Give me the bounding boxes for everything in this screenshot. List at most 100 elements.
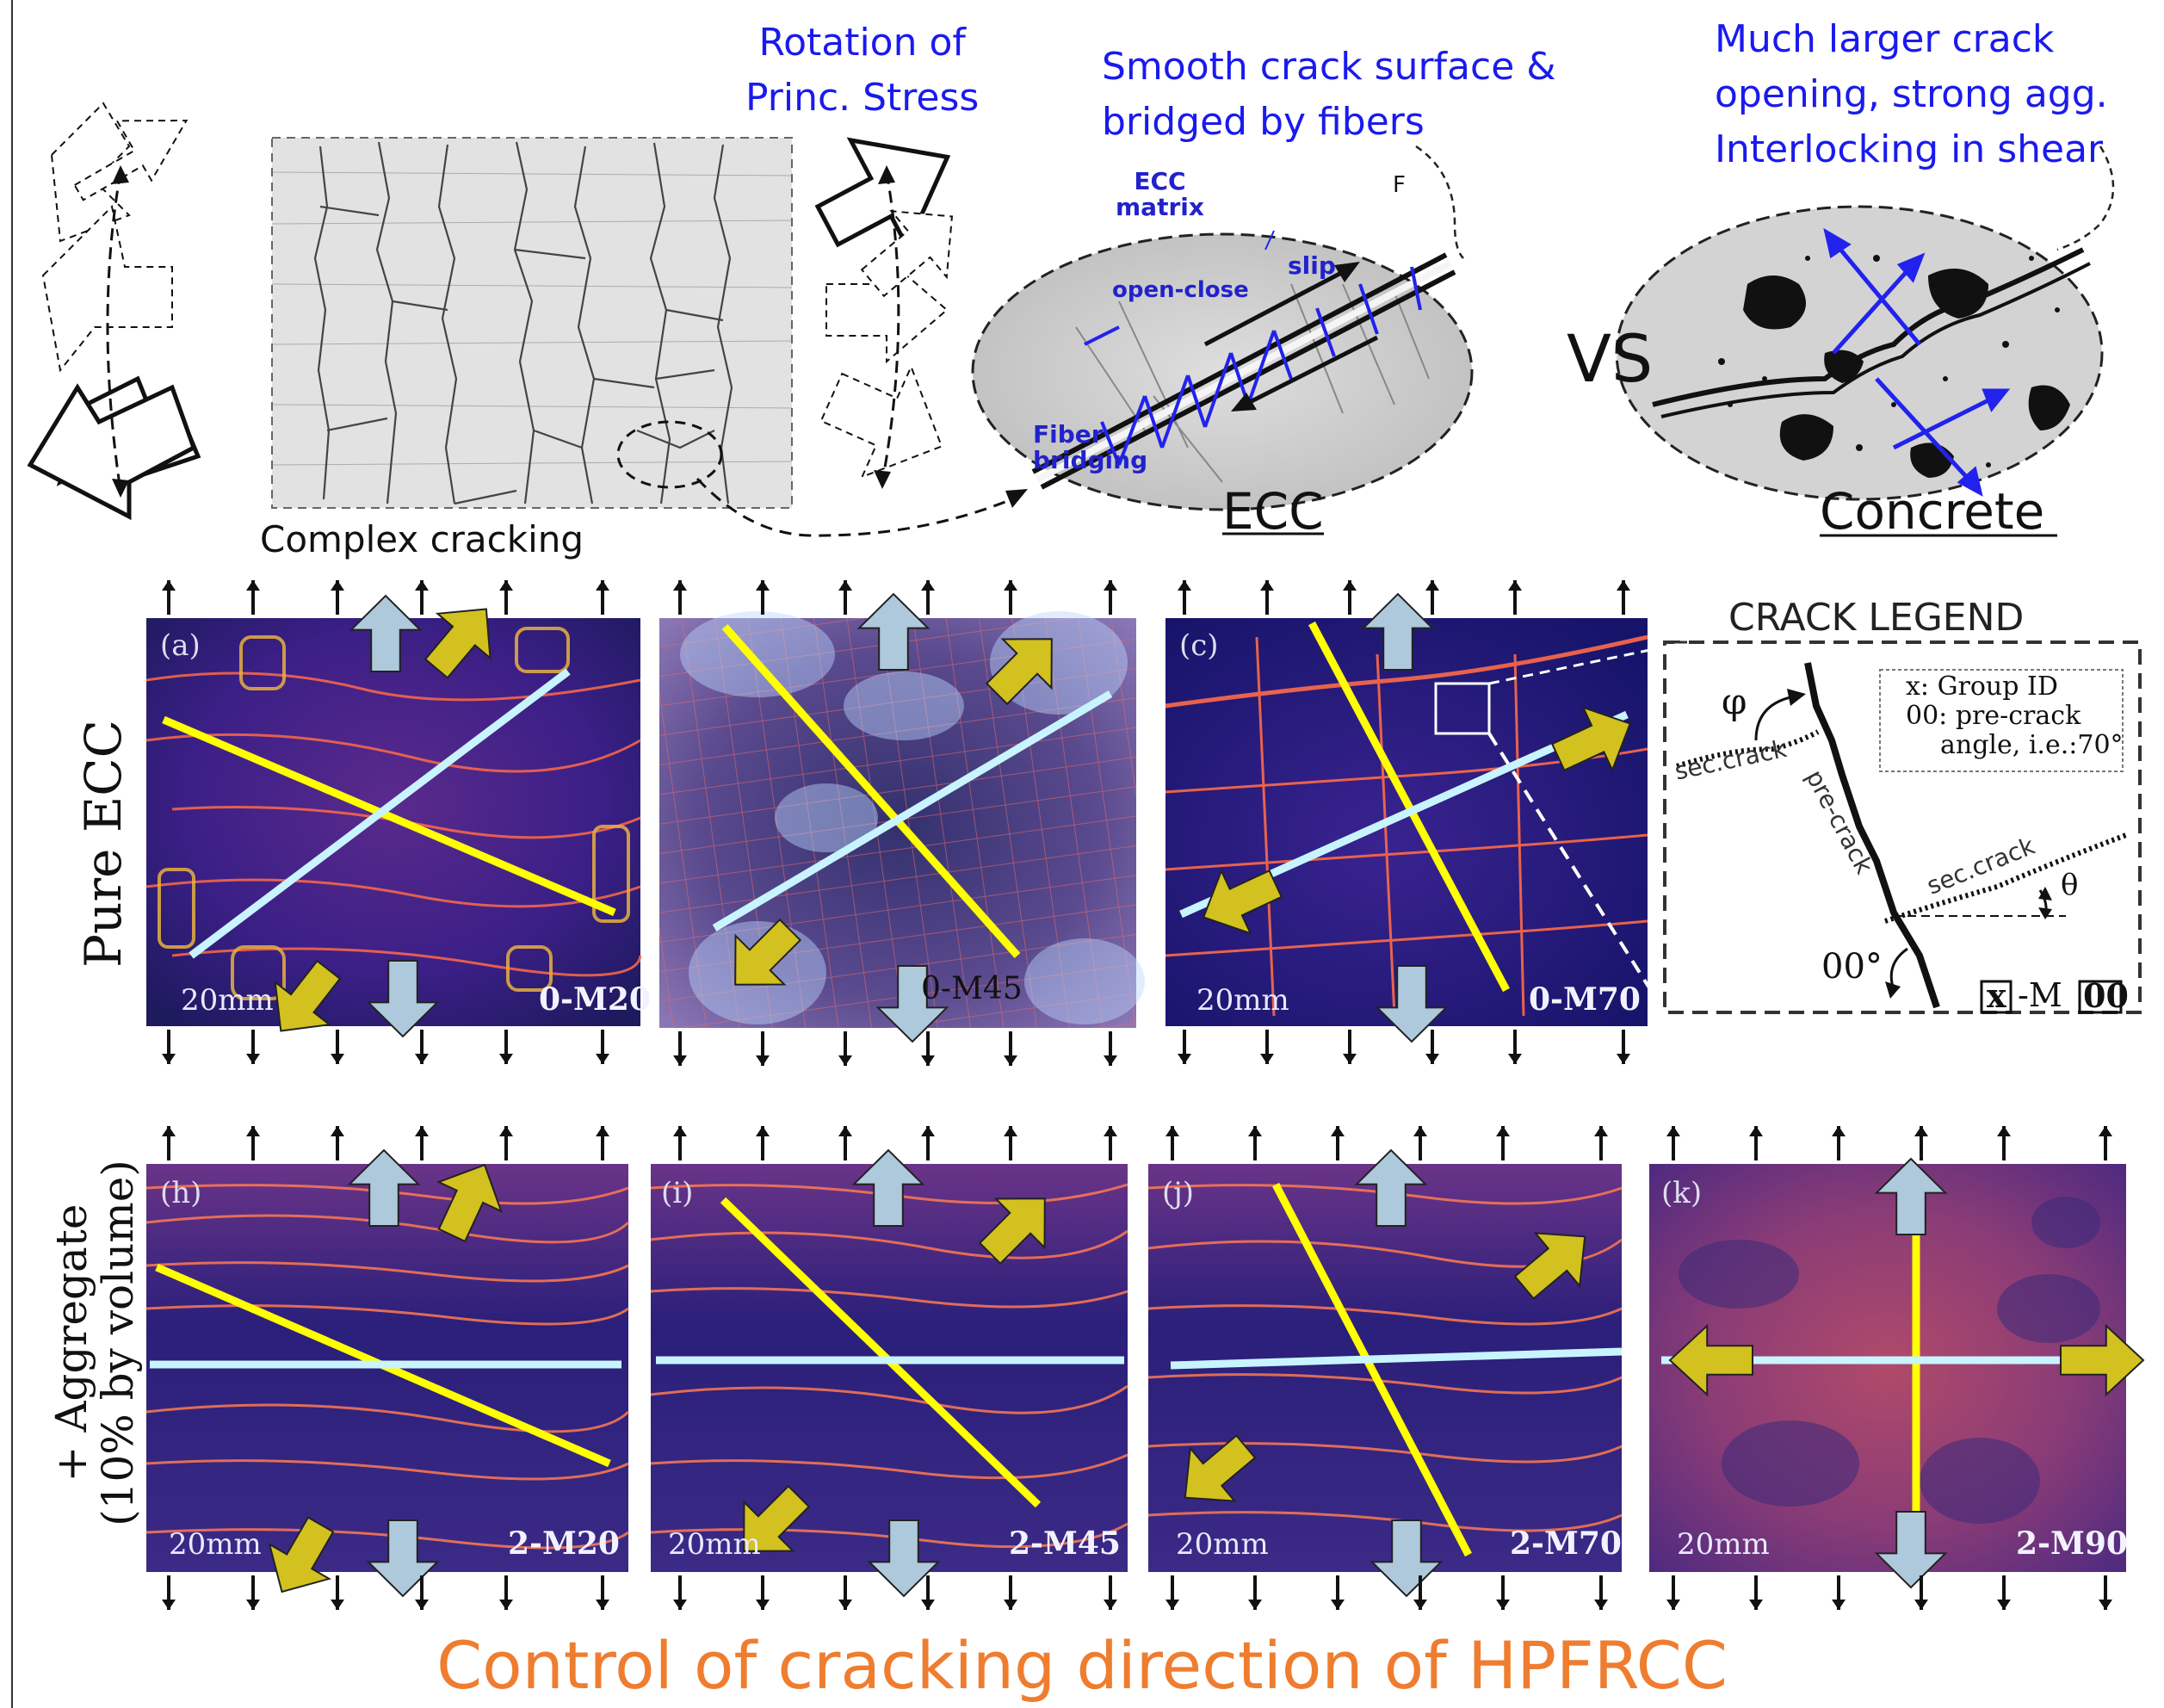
smooth-line2: bridged by fibers [1102,100,1425,144]
panel-j-scale: 20mm [1176,1527,1269,1562]
panel-a-letter: (a) [160,628,201,663]
panel-b-up-arrow-2-head [838,580,852,591]
panel-c-up-arrow-1-head [1260,580,1274,591]
panel-b-down-arrow [875,965,949,1043]
ecc-matrix-line1: ECC [1134,167,1186,195]
panel-j-down-arrow-1-head [1248,1600,1262,1610]
panel-c-down-arrow-0-head [1178,1054,1191,1064]
panel-k-up-arrow [1874,1157,1948,1235]
panel-h-down-arrow-4-head [499,1600,513,1610]
panel-h-letter: (h) [160,1176,202,1210]
legend-angle-00: 00° [1821,947,1883,987]
panel-k-up-arrow-4-head [1997,1126,2011,1136]
panel-a-down-arrow-4-head [499,1054,513,1064]
panel-i-up-arrow-4-head [1004,1126,1017,1136]
larger-line2: opening, strong agg. [1715,72,2108,116]
panel-a-up-arrow [349,594,423,672]
panel-i-up-arrow-5-head [1104,1126,1117,1136]
panel-c-scale: 20mm [1196,983,1289,1018]
panel-j-yellow-line [1272,1182,1472,1557]
panel-j-up-arrow-3-head [1413,1126,1427,1136]
panel-i-yellow-line [720,1197,1042,1508]
panel-c-letter: (c) [1179,628,1219,663]
panel-k-up-arrow-2-head [1832,1126,1846,1136]
slip-label: slip [1288,251,1336,280]
panel-h-sw-arrow [268,1516,335,1594]
legend-code-dash: -M [2018,976,2062,1014]
fiber-line2: bridging [1033,446,1148,474]
legend-group-def: x: Group ID [1906,671,2058,702]
open-close-label: open-close [1112,277,1249,303]
panel-k-tag: 2-M90 [2016,1525,2128,1562]
panel-a-down-arrow-2-head [331,1054,344,1064]
panel-a-up-arrow-0-head [162,580,176,591]
ecc-matrix-label: ECC matrix [1116,169,1204,220]
rotation-line2: Princ. Stress [745,76,980,120]
panel-c-down-arrow-1-head [1260,1054,1274,1064]
panel-j-up-arrow-2-head [1331,1126,1345,1136]
panel-h-ne-arrow [436,1163,503,1243]
footer-title: Control of cracking direction of HPFRCC [436,1627,1728,1704]
panel-a-up-arrow-3-head [415,580,429,591]
panel-a-tag: 0-M20 [539,981,651,1018]
panel-c-ne-arrow [1550,706,1632,772]
panel-i-down-arrow-2-head [838,1600,852,1610]
panel-h-down-arrow-3-head [415,1600,429,1610]
panel-c-up-arrow [1361,592,1435,671]
panel-j-down-arrow-0-head [1165,1600,1179,1610]
legend-precrack-def: 00: pre-crack [1906,701,2081,731]
rotating-stress-arrows-right [814,137,954,489]
panel-a-down-arrow-1-head [246,1054,260,1064]
panel-j-down-arrow-2-head [1331,1600,1345,1610]
panel-j-up-arrow-5-head [1594,1126,1608,1136]
legend-theta: θ [2061,868,2079,902]
overlay-layer [150,592,2145,1598]
panel-a-yellow-line [162,715,616,917]
panel-j-letter: (j) [1162,1176,1195,1210]
panel-i-sw-arrow [743,1484,811,1552]
panel-j-cyan-line [1170,1347,1623,1370]
panel-b-ne-arrow [985,638,1053,706]
panel-b-yellow-line [721,624,1021,958]
rotation-annotation: Rotation of Princ. Stress [745,15,979,126]
panel-j-2-M70 [1147,1164,1623,1572]
panel-k-down-arrow-0-head [1666,1600,1680,1610]
panel-a-down-arrow-3-head [415,1054,429,1064]
panel-j-down-arrow [1370,1519,1444,1598]
panel-i-scale: 20mm [668,1527,761,1562]
panel-j-down-arrow-5-head [1594,1600,1608,1610]
panel-b-down-arrow-4-head [1004,1055,1017,1066]
panel-i-letter: (i) [661,1176,694,1210]
panel-b-down-arrow-0-head [673,1055,687,1066]
panel-i-up-arrow [851,1148,925,1227]
panel-h-up-arrow [347,1148,421,1227]
ecc-crack-schematic [971,145,1474,511]
panel-j-up-arrow [1354,1148,1428,1227]
fiber-line1: Fiber [1033,420,1104,449]
concrete-label: Concrete [1820,482,2045,541]
panel-h-down-arrow-1-head [246,1600,260,1610]
panel-b-up-arrow-5-head [1104,580,1117,591]
panel-k-up-arrow-1-head [1749,1126,1763,1136]
panel-k-down-arrow-5-head [2099,1600,2112,1610]
panel-k-left-arrow [1668,1323,1753,1397]
panel-i-down-arrow-3-head [921,1600,935,1610]
panel-a-up-arrow-4-head [499,580,513,591]
panel-i-down-arrow-5-head [1104,1600,1117,1610]
panel-k-up-arrow-0-head [1666,1126,1680,1136]
crack-legend-title: CRACK LEGEND [1728,596,2025,640]
panel-a-scale: 20mm [181,983,274,1018]
panel-k-down-arrow-1-head [1749,1600,1763,1610]
panel-j-up-arrow-4-head [1496,1126,1510,1136]
complex-cracking-label: Complex cracking [260,518,584,560]
panel-c-up-arrow-0-head [1178,580,1191,591]
panel-a-ne-arrow [424,608,492,679]
pure-ecc-row-label: Pure ECC [74,720,133,968]
panel-b-down-arrow-5-head [1104,1055,1117,1066]
panel-b-up-arrow-3-head [921,580,935,591]
concrete-crack-schematic [1615,145,2115,501]
panel-a-cyan-line [189,668,571,959]
panel-h-scale: 20mm [169,1527,262,1562]
panel-k-up-arrow-5-head [2099,1126,2112,1136]
